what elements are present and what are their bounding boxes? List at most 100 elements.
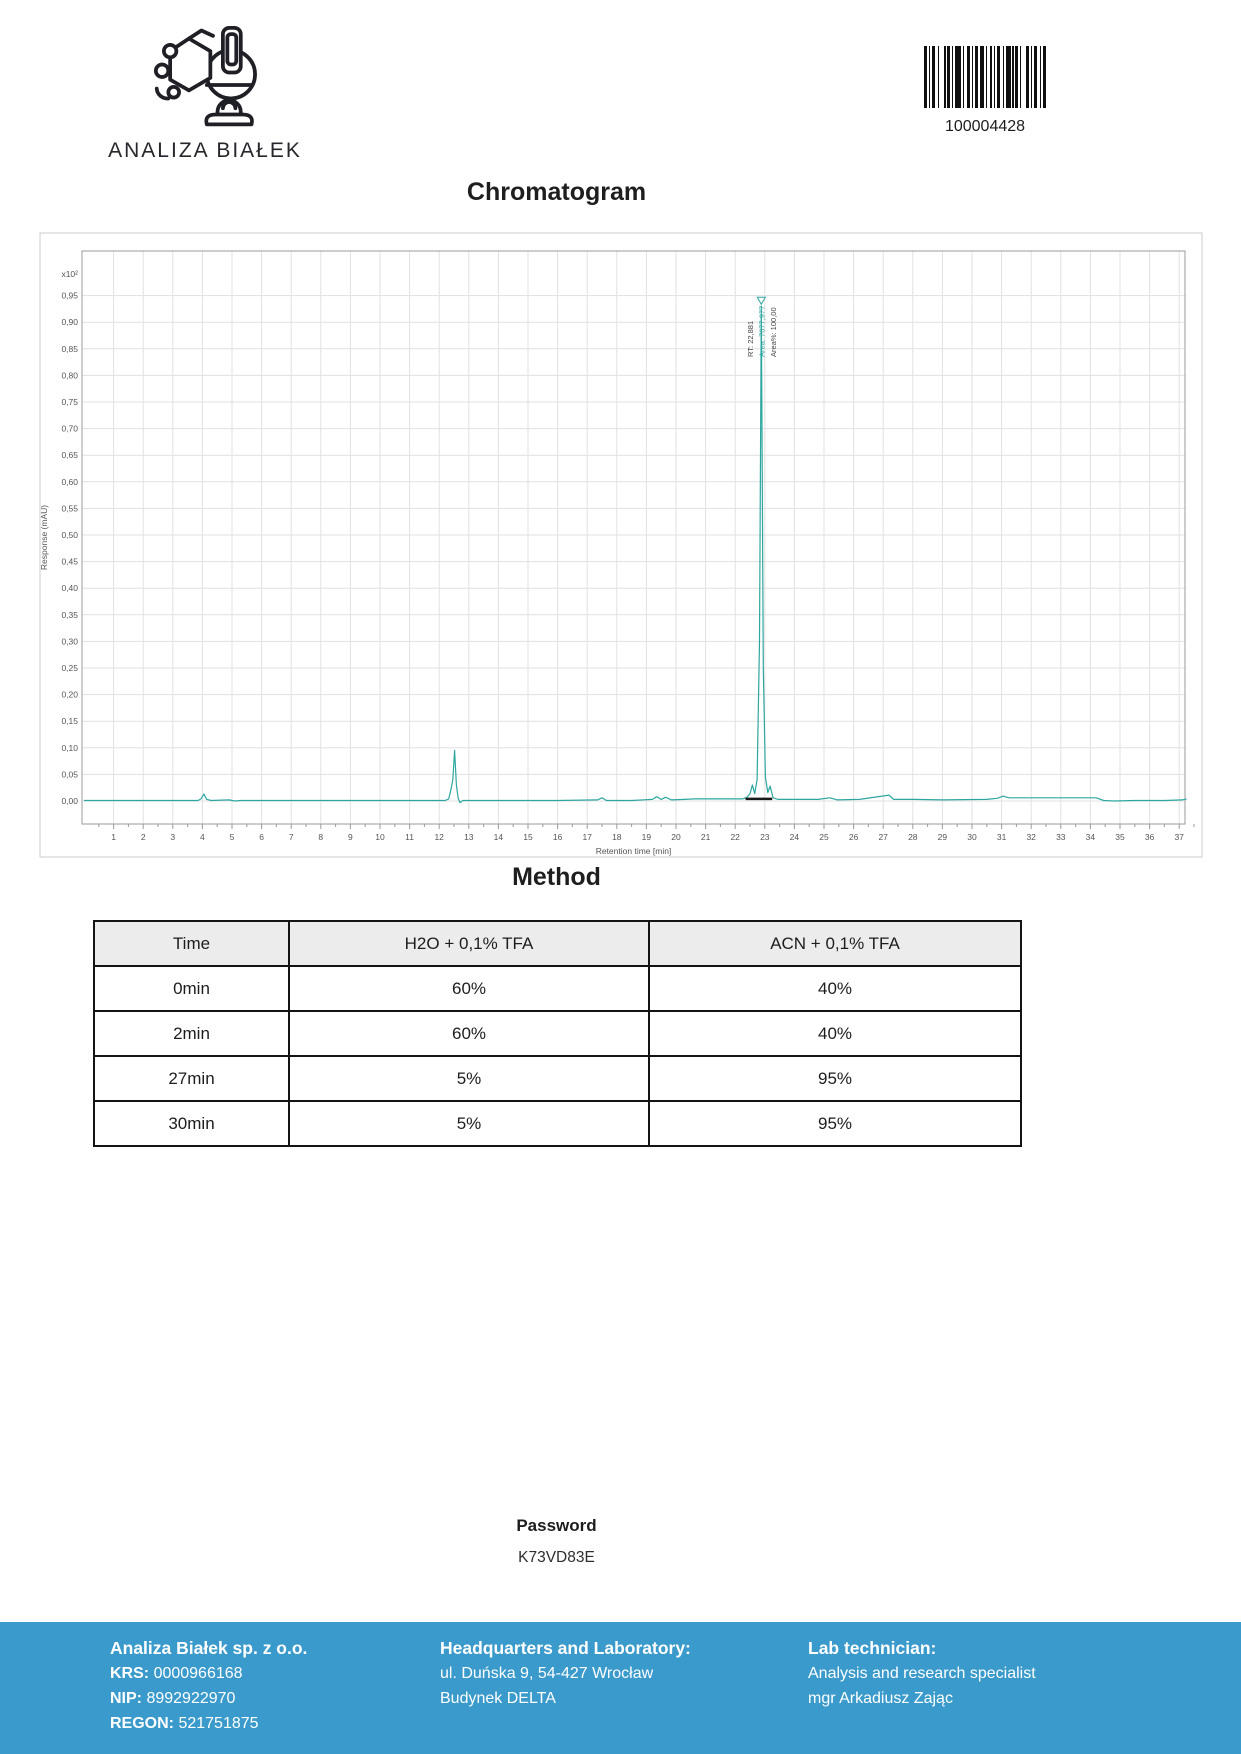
barcode-bar <box>971 46 974 108</box>
svg-text:Area: 7677,977: Area: 7677,977 <box>757 306 766 357</box>
method-table-row: 2min 60% 40% <box>93 1010 1022 1057</box>
svg-text:32: 32 <box>1026 832 1036 842</box>
barcode-number: 100004428 <box>944 118 1026 135</box>
svg-text:Area%: 100,00: Area%: 100,00 <box>769 307 778 357</box>
barcode-bar <box>928 46 931 108</box>
footer-nip-label: NIP: <box>110 1690 142 1707</box>
svg-text:0,60: 0,60 <box>61 477 78 487</box>
method-table-cell: 27min <box>93 1055 290 1102</box>
svg-text:33: 33 <box>1056 832 1066 842</box>
footer-hq-address1: ul. Duńska 9, 54-427 Wrocław <box>440 1665 654 1682</box>
barcode-bar <box>993 46 996 108</box>
method-table-cell: 95% <box>648 1100 1022 1147</box>
barcode-bar <box>1002 46 1005 108</box>
svg-text:4: 4 <box>200 832 205 842</box>
svg-text:13: 13 <box>464 832 474 842</box>
method-table-cell: 95% <box>648 1055 1022 1102</box>
svg-text:0,85: 0,85 <box>61 344 78 354</box>
logo-icon <box>153 25 257 127</box>
svg-text:0,10: 0,10 <box>61 743 78 753</box>
svg-text:x10²: x10² <box>61 269 78 279</box>
svg-text:0,05: 0,05 <box>61 769 78 779</box>
footer-nip-value: 8992922970 <box>146 1690 236 1707</box>
method-table-cell: 60% <box>288 965 650 1012</box>
svg-text:30: 30 <box>967 832 977 842</box>
method-table-header-cell: Time <box>93 920 290 967</box>
footer-hq-address2: Budynek DELTA <box>440 1690 556 1707</box>
svg-text:8: 8 <box>318 832 323 842</box>
barcode-bar <box>990 46 992 108</box>
method-table: Time H2O + 0,1% TFA ACN + 0,1% TFA 0min 60%… <box>93 920 1022 1147</box>
svg-text:28: 28 <box>908 832 918 842</box>
footer-tech-line1: Analysis and research specialist <box>808 1665 1036 1682</box>
method-table-header-row: Time H2O + 0,1% TFA ACN + 0,1% TFA <box>93 920 1022 967</box>
barcode-bar <box>954 46 962 108</box>
svg-text:12: 12 <box>434 832 444 842</box>
barcode-bar <box>937 46 940 108</box>
footer-company-name: Analiza Białek sp. z o.o. <box>110 1638 308 1658</box>
svg-text:RT: 22,881: RT: 22,881 <box>746 321 755 357</box>
method-table-row: 0min 60% 40% <box>93 965 1022 1012</box>
chromatogram-title: Chromatogram <box>466 178 647 206</box>
footer-regon-label: REGON: <box>110 1715 174 1732</box>
svg-text:0,15: 0,15 <box>61 716 78 726</box>
svg-text:0,40: 0,40 <box>61 583 78 593</box>
method-table-header-cell: ACN + 0,1% TFA <box>648 920 1022 967</box>
barcode-bar <box>1005 46 1011 108</box>
method-table-cell: 5% <box>288 1055 650 1102</box>
svg-text:34: 34 <box>1086 832 1096 842</box>
footer-technician: Lab technician: Analysis and research sp… <box>808 1636 1168 1711</box>
svg-text:0,90: 0,90 <box>61 317 78 327</box>
svg-text:0,20: 0,20 <box>61 690 78 700</box>
method-table-cell: 40% <box>648 965 1022 1012</box>
method-table-cell: 5% <box>288 1100 650 1147</box>
password-section: Password K73VD83E <box>93 1516 1020 1567</box>
barcode-bar <box>1025 46 1030 108</box>
svg-text:0,65: 0,65 <box>61 450 78 460</box>
footer-company: Analiza Białek sp. z o.o. KRS: 000096616… <box>110 1636 420 1736</box>
svg-text:20: 20 <box>671 832 681 842</box>
barcode-bar <box>996 46 1000 108</box>
svg-text:17: 17 <box>582 832 592 842</box>
svg-text:18: 18 <box>612 832 622 842</box>
password-label: Password <box>516 1516 597 1535</box>
svg-text:16: 16 <box>553 832 563 842</box>
svg-text:9: 9 <box>348 832 353 842</box>
footer-krs-label: KRS: <box>110 1665 150 1682</box>
svg-text:0,25: 0,25 <box>61 663 78 673</box>
svg-text:0,00: 0,00 <box>61 796 78 806</box>
barcode-bar <box>947 46 951 108</box>
method-table-row: 27min 5% 95% <box>93 1055 1022 1102</box>
method-table-cell: 40% <box>648 1010 1022 1057</box>
svg-text:31: 31 <box>997 832 1007 842</box>
barcode-bar <box>951 46 954 108</box>
footer: Analiza Białek sp. z o.o. KRS: 000096616… <box>0 1622 1241 1754</box>
svg-text:26: 26 <box>849 832 859 842</box>
footer-hq-title: Headquarters and Laboratory: <box>440 1638 691 1658</box>
svg-text:0,80: 0,80 <box>61 370 78 380</box>
barcode-bar <box>1030 46 1033 108</box>
svg-text:15: 15 <box>523 832 533 842</box>
barcode-bar <box>1039 46 1042 108</box>
svg-text:21: 21 <box>701 832 711 842</box>
svg-text:19: 19 <box>642 832 652 842</box>
svg-text:11: 11 <box>405 832 414 842</box>
svg-text:0,95: 0,95 <box>61 291 78 301</box>
method-title: Method <box>512 863 601 891</box>
password-value: K73VD83E <box>518 1549 595 1566</box>
svg-text:23: 23 <box>760 832 770 842</box>
svg-text:6: 6 <box>259 832 264 842</box>
footer-headquarters: Headquarters and Laboratory: ul. Duńska … <box>440 1636 780 1711</box>
footer-krs-value: 0000966168 <box>153 1665 243 1682</box>
svg-text:3: 3 <box>170 832 175 842</box>
svg-text:Response (mAU): Response (mAU) <box>39 505 49 570</box>
svg-text:36: 36 <box>1145 832 1155 842</box>
chromatogram-svg: 0,00 0,05 0,10 0,15 0,20 0,25 0,30 0,35 0,40 0,45… <box>39 232 1203 858</box>
method-table-cell: 0min <box>93 965 290 1012</box>
barcode: 100004428 <box>905 46 1065 136</box>
footer-regon-line: REGON: 521751875 <box>110 1711 420 1736</box>
barcode-bar <box>923 46 927 108</box>
svg-text:14: 14 <box>494 832 504 842</box>
barcode-bar <box>944 46 946 108</box>
